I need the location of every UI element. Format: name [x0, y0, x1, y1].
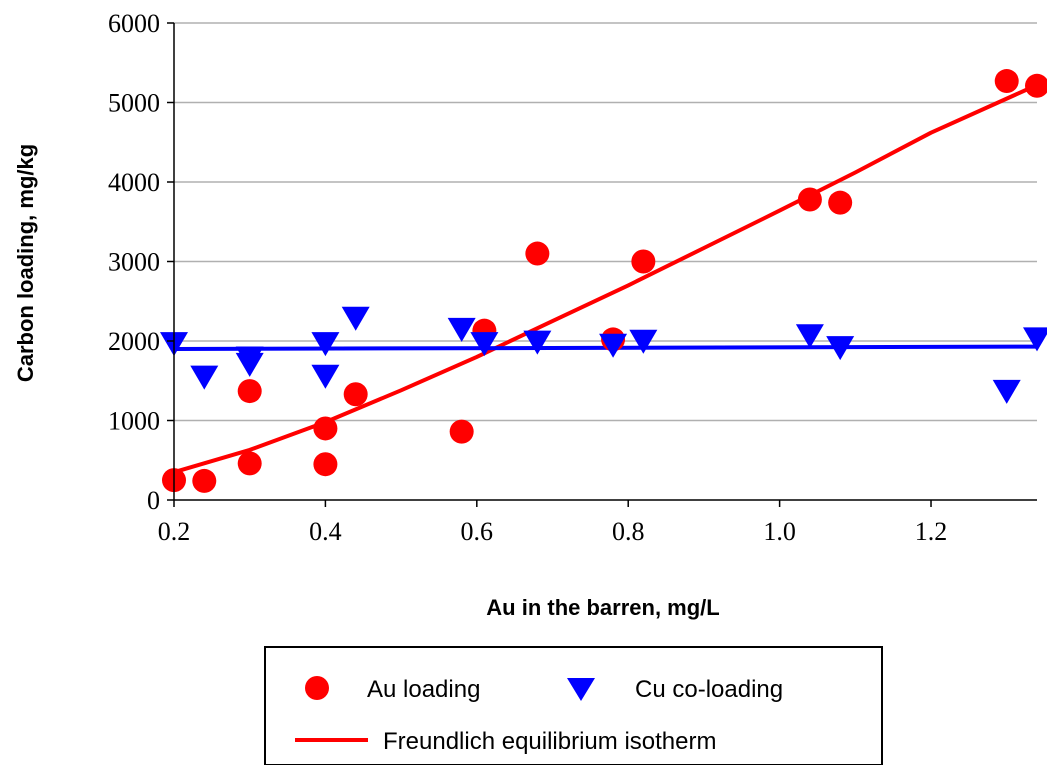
legend-au-label: Au loading [367, 676, 480, 703]
au-loading-point [994, 69, 1019, 94]
cu-coloading-point [826, 336, 855, 361]
y-tick-label: 5000 [108, 89, 160, 118]
cu-coloading-point [629, 329, 658, 354]
y-axis-title: Carbon loading, mg/kg [13, 144, 38, 382]
x-tick-label: 0.6 [461, 517, 494, 546]
cu-coloading-point [992, 379, 1021, 404]
y-tick-label: 1000 [108, 407, 160, 436]
legend: Au loading Cu co-loading Freundlich equi… [264, 646, 883, 765]
cu-coloading-point [447, 317, 476, 342]
au-loading-point [1025, 73, 1047, 98]
au-loading-point [313, 452, 338, 477]
au-loading-point [525, 241, 550, 266]
legend-cu-label: Cu co-loading [635, 676, 783, 703]
tick-labels: 0 1000 2000 3000 4000 5000 6000 0.2 0.4 0.6 0.8 1.0… [108, 9, 947, 546]
legend-cu-marker [567, 678, 595, 701]
cu-coloading-point [795, 324, 824, 349]
cu-coloading-point [311, 332, 340, 357]
y-tick-label: 3000 [108, 248, 160, 277]
x-tick-label: 0.4 [309, 517, 342, 546]
cu-coloading-point [311, 364, 340, 389]
au-loading-point [631, 249, 656, 274]
au-loading-point [237, 379, 262, 404]
cu-coloading-point [190, 365, 219, 390]
axes [167, 22, 1037, 507]
au-loading-point [797, 187, 822, 212]
cu-coloading-point [599, 333, 628, 358]
x-tick-label: 0.8 [612, 517, 645, 546]
cu-coloading-point [470, 332, 499, 357]
au-loading-point [449, 419, 474, 444]
x-axis-title: Au in the barren, mg/L [486, 595, 719, 620]
cu-coloading-point [235, 346, 264, 371]
cu-coloading-point [1023, 327, 1047, 352]
legend-au-marker [305, 676, 329, 700]
cu-coloading-point [341, 306, 370, 331]
x-tick-label: 1.0 [763, 517, 796, 546]
legend-box [264, 646, 883, 765]
au-loading-point [828, 190, 853, 215]
y-tick-label: 2000 [108, 327, 160, 356]
x-tick-label: 1.2 [915, 517, 948, 546]
au-loading-point [192, 468, 217, 493]
freundlich-isotherm-line [173, 83, 1038, 475]
legend-isotherm-label: Freundlich equilibrium isotherm [383, 728, 716, 755]
y-tick-label: 4000 [108, 168, 160, 197]
y-tick-label: 0 [147, 486, 160, 515]
x-tick-label: 0.2 [158, 517, 191, 546]
au-loading-point [313, 416, 338, 441]
cu-coloading-point [523, 330, 552, 355]
y-tick-label: 6000 [108, 9, 160, 38]
au-loading-point [343, 382, 368, 407]
au-loading-point [237, 451, 262, 476]
